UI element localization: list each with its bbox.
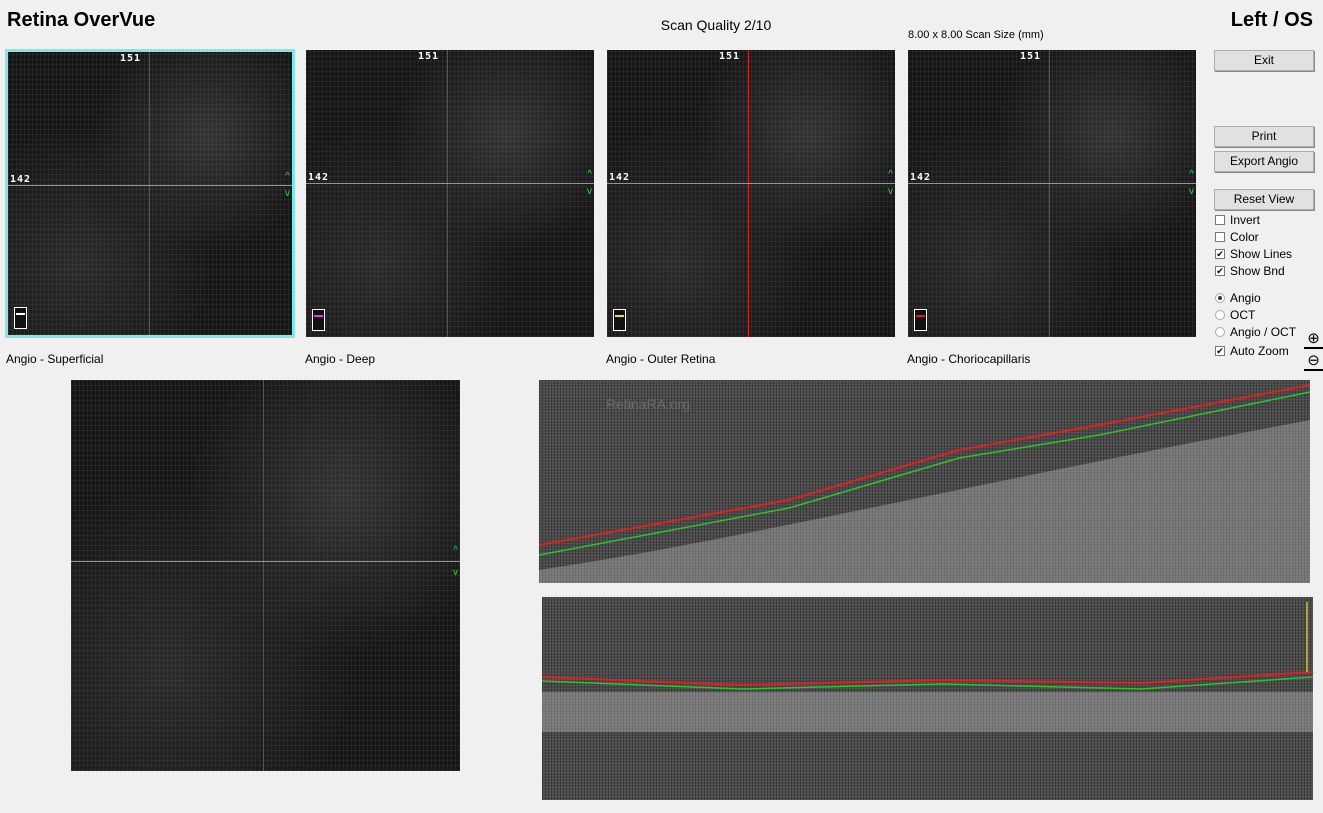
radio-label: Angio (1230, 291, 1261, 305)
vertical-crosshair[interactable] (263, 380, 264, 771)
left-slice-number: 142 (910, 172, 932, 183)
show-bnd-checkbox[interactable]: ✔ Show Bnd (1215, 264, 1285, 278)
retina-tissue (539, 420, 1310, 583)
reset-view-button[interactable]: Reset View (1214, 189, 1314, 210)
retina-tissue (542, 692, 1313, 732)
checkbox-icon[interactable]: ✔ (1215, 266, 1225, 276)
angio-panel-3[interactable]: 151 142 ^ v (607, 50, 895, 337)
zoom-out-icon[interactable]: ⊖ (1304, 352, 1323, 371)
angio-panel-4[interactable]: 151 142 ^ v (908, 50, 1196, 337)
panel-label: Angio - Deep (305, 352, 376, 366)
top-slice-number: 151 (719, 51, 741, 62)
vertical-crosshair[interactable] (149, 52, 150, 335)
top-slice-number: 151 (120, 53, 142, 64)
exit-button[interactable]: Exit (1214, 50, 1314, 71)
invert-label: Invert (1230, 213, 1261, 227)
radio-icon[interactable] (1215, 327, 1225, 337)
boundary-lower (539, 391, 1310, 556)
bscan-horizontal[interactable] (539, 380, 1310, 583)
checkbox-icon[interactable]: ✔ (1215, 346, 1225, 356)
layer-legend-icon (14, 307, 27, 329)
enlarged-angio-view[interactable]: ^ v (71, 380, 460, 771)
zoom-in-icon[interactable]: ⊕ (1304, 330, 1323, 349)
horizontal-crosshair[interactable] (306, 183, 594, 184)
left-slice-number: 142 (609, 172, 631, 183)
boundary-upper (539, 384, 1310, 546)
radio-icon[interactable] (1215, 293, 1225, 303)
color-checkbox[interactable]: Color (1215, 230, 1259, 244)
horizontal-crosshair[interactable] (908, 183, 1196, 184)
checkbox-icon[interactable] (1215, 215, 1225, 225)
layer-legend-icon (613, 309, 626, 331)
up-arrow-icon[interactable]: ^ (1189, 169, 1194, 180)
auto-zoom-label: Auto Zoom (1230, 344, 1289, 358)
radio-angio[interactable]: Angio (1215, 291, 1261, 305)
down-arrow-icon[interactable]: v (285, 188, 290, 199)
horizontal-crosshair[interactable] (8, 185, 292, 186)
horizontal-crosshair[interactable] (71, 561, 460, 562)
angio-panel-1[interactable]: 151 142 ^ v (5, 49, 295, 338)
radio-angio-oct[interactable]: Angio / OCT (1215, 325, 1296, 339)
vertical-crosshair[interactable] (748, 50, 749, 337)
up-arrow-icon[interactable]: ^ (587, 169, 592, 180)
left-slice-number: 142 (308, 172, 330, 183)
checkbox-icon[interactable]: ✔ (1215, 249, 1225, 259)
scan-size: 8.00 x 8.00 Scan Size (mm) (908, 29, 1044, 41)
vertical-crosshair[interactable] (1049, 50, 1050, 337)
panel-label: Angio - Superficial (6, 352, 104, 366)
boundary-lower (542, 676, 1313, 690)
bscan-vertical[interactable] (542, 597, 1313, 800)
show-lines-label: Show Lines (1230, 247, 1293, 261)
checkbox-icon[interactable] (1215, 232, 1225, 242)
down-arrow-icon[interactable]: v (888, 186, 893, 197)
left-slice-number: 142 (10, 174, 32, 185)
down-arrow-icon[interactable]: v (1189, 186, 1194, 197)
up-arrow-icon[interactable]: ^ (888, 169, 893, 180)
down-arrow-icon[interactable]: v (453, 567, 458, 578)
show-bnd-label: Show Bnd (1230, 264, 1285, 278)
radio-icon[interactable] (1215, 310, 1225, 320)
angio-panel-2[interactable]: 151 142 ^ v (306, 50, 594, 337)
panel-label: Angio - Choriocapillaris (907, 352, 1031, 366)
invert-checkbox[interactable]: Invert (1215, 213, 1260, 227)
scan-quality: Scan Quality 2/10 (660, 17, 772, 33)
up-arrow-icon[interactable]: ^ (453, 545, 458, 556)
color-label: Color (1230, 230, 1259, 244)
panel-label: Angio - Outer Retina (606, 352, 716, 366)
print-button[interactable]: Print (1214, 126, 1314, 147)
vertical-crosshair[interactable] (447, 50, 448, 337)
show-lines-checkbox[interactable]: ✔ Show Lines (1215, 247, 1292, 261)
boundary-upper (542, 671, 1313, 687)
eye-label: Left / OS (1230, 9, 1313, 31)
auto-zoom-checkbox[interactable]: ✔ Auto Zoom (1215, 344, 1289, 358)
layer-legend-icon (312, 309, 325, 331)
layer-legend-icon (914, 309, 927, 331)
top-slice-number: 151 (1020, 51, 1042, 62)
export-angio-button[interactable]: Export Angio (1214, 151, 1314, 172)
radio-label: Angio / OCT (1230, 325, 1297, 339)
down-arrow-icon[interactable]: v (587, 186, 592, 197)
radio-oct[interactable]: OCT (1215, 308, 1255, 322)
radio-label: OCT (1230, 308, 1256, 322)
app-title: Retina OverVue (7, 9, 156, 31)
up-arrow-icon[interactable]: ^ (285, 171, 290, 182)
horizontal-crosshair[interactable] (607, 183, 895, 184)
watermark: RetinaRA.org (606, 396, 691, 412)
top-slice-number: 151 (418, 51, 440, 62)
